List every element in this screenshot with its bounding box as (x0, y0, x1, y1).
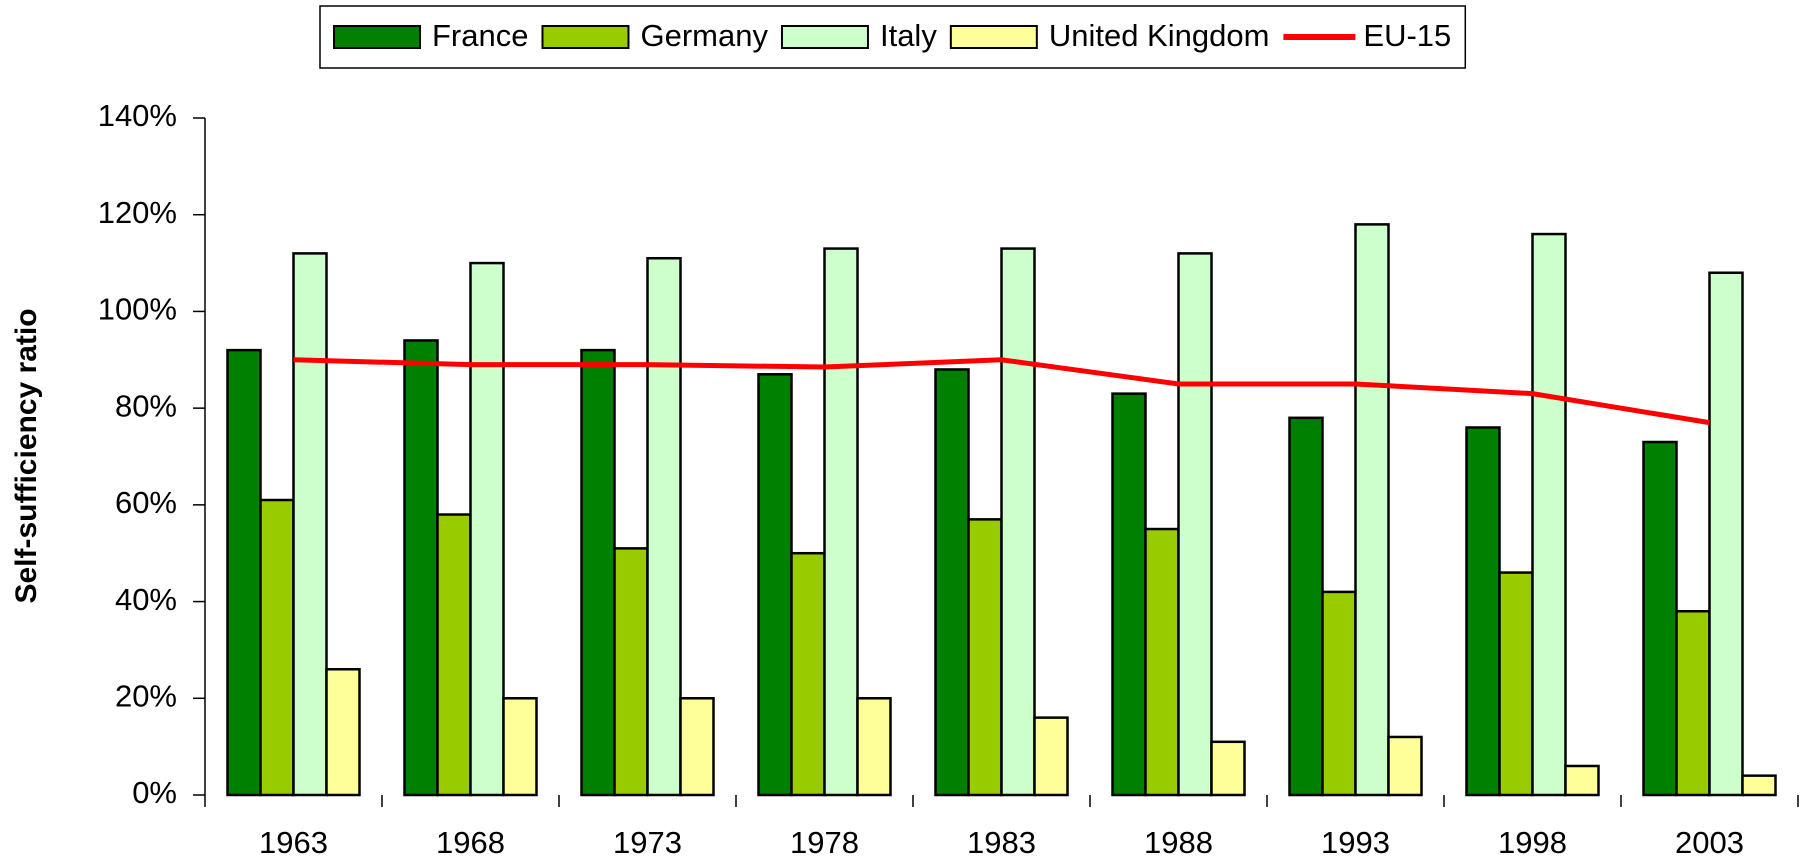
y-tick-label: 120% (98, 195, 177, 230)
bar (1288, 416, 1324, 797)
bar (1144, 527, 1180, 797)
bar (436, 513, 472, 797)
x-tick-label: 1993 (1321, 825, 1390, 860)
x-tick-label: 1988 (1144, 825, 1213, 860)
x-tick-label: 1978 (790, 825, 859, 860)
bar (646, 256, 682, 797)
legend-swatch (949, 25, 1038, 49)
bar (1210, 740, 1246, 797)
bar (1498, 571, 1534, 797)
legend-label: Italy (880, 18, 937, 53)
y-tick-label: 60% (115, 485, 177, 520)
bar (292, 252, 328, 797)
y-tick-label: 80% (115, 388, 177, 423)
x-tick-label: 1963 (259, 825, 328, 860)
y-tick-label: 20% (115, 678, 177, 713)
bar (1387, 735, 1423, 797)
legend-label: United Kingdom (1049, 18, 1270, 53)
legend-label: EU-15 (1363, 18, 1451, 53)
bar (1465, 426, 1501, 797)
bar (934, 368, 970, 797)
bar (580, 348, 616, 797)
bar (1033, 716, 1069, 797)
y-axis-label: Self-sufficiency ratio (10, 308, 43, 603)
bar (1321, 590, 1357, 797)
legend-label: France (432, 18, 528, 53)
bar (613, 547, 649, 797)
bar (1564, 764, 1600, 797)
bar (1741, 774, 1777, 797)
bar (679, 697, 715, 797)
legend-label: Germany (640, 18, 768, 53)
bar (823, 247, 859, 797)
bar (1708, 271, 1744, 797)
y-tick-label: 0% (132, 775, 177, 810)
bar (469, 261, 505, 797)
bar (259, 498, 295, 797)
line (293, 357, 1710, 426)
bar (1000, 247, 1036, 797)
y-tick-label: 40% (115, 582, 177, 617)
y-tick-label: 140% (98, 98, 177, 133)
legend: France Germany Italy United Kingdom EU-15 (319, 5, 1467, 69)
bar (1111, 392, 1147, 797)
bar (1177, 252, 1213, 797)
x-tick-label: 1973 (613, 825, 682, 860)
bar (757, 373, 793, 797)
bar (226, 348, 262, 797)
legend-box (319, 5, 1467, 69)
bar (1531, 232, 1567, 797)
legend-swatch (780, 25, 869, 49)
bar (325, 668, 361, 797)
bar (1354, 223, 1390, 797)
bar (502, 697, 538, 797)
bar (790, 551, 826, 797)
legend-swatch (333, 25, 421, 49)
bar (967, 518, 1003, 797)
bar (856, 697, 892, 797)
bar (1675, 609, 1711, 797)
x-tick-label: 1998 (1498, 825, 1567, 860)
x-tick-label: 2003 (1675, 825, 1744, 860)
bar (403, 339, 439, 797)
x-tick-label: 1983 (967, 825, 1036, 860)
legend-swatch (541, 25, 630, 49)
x-tick-label: 1968 (436, 825, 505, 860)
bar (1642, 440, 1678, 797)
y-tick-label: 100% (98, 292, 177, 327)
